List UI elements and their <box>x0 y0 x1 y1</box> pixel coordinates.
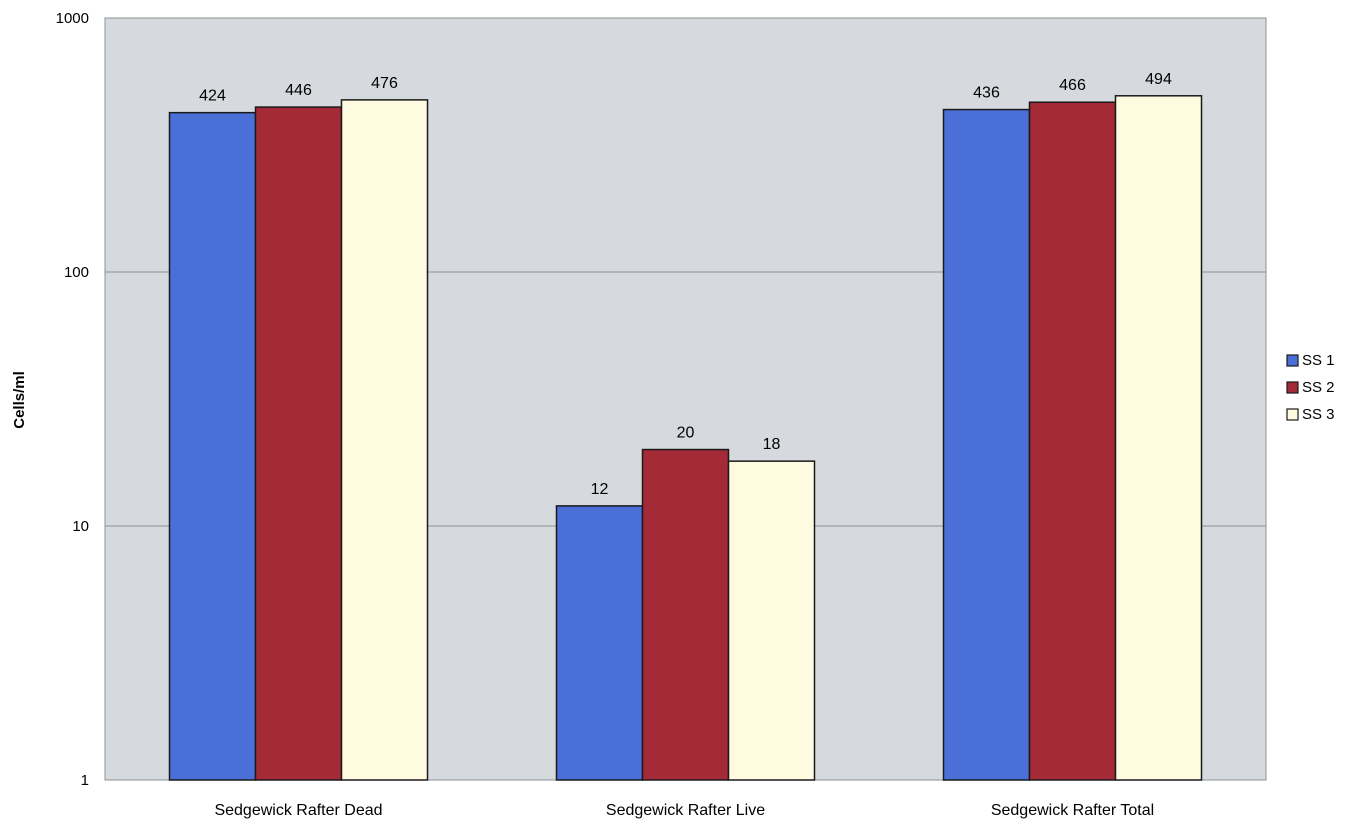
data-label: 18 <box>763 436 781 453</box>
data-label: 476 <box>371 75 398 92</box>
bar <box>168 111 257 781</box>
y-axis-title: Cells/ml <box>11 371 28 429</box>
y-tick-labels: 1 10 100 1000 <box>56 10 89 789</box>
bar <box>1114 95 1203 781</box>
data-label: 446 <box>285 82 312 99</box>
data-label: 436 <box>973 85 1000 102</box>
data-label: 20 <box>677 425 695 442</box>
bar <box>942 108 1031 781</box>
legend-label: SS 2 <box>1302 379 1335 396</box>
category-labels: Sedgewick Rafter Dead Sedgewick Rafter Li… <box>214 802 1154 819</box>
legend-label: SS 3 <box>1302 406 1335 423</box>
legend: SS 1 SS 2 SS 3 <box>1281 348 1361 433</box>
bar <box>727 460 816 781</box>
y-tick-label: 100 <box>64 264 89 281</box>
legend-swatch <box>1286 408 1299 421</box>
bar <box>641 448 730 781</box>
bar <box>555 505 644 781</box>
bar <box>1028 101 1117 781</box>
y-tick-label: 10 <box>72 518 89 535</box>
y-tick-label: 1 <box>81 772 89 789</box>
bars <box>168 95 1203 781</box>
bar <box>340 99 429 781</box>
data-label: 12 <box>591 481 609 498</box>
legend-swatch <box>1286 354 1299 367</box>
bar <box>254 106 343 781</box>
category-label: Sedgewick Rafter Live <box>606 802 765 819</box>
y-tick-label: 1000 <box>56 10 89 27</box>
data-labels: 424 446 476 12 20 18 436 466 494 <box>199 71 1172 498</box>
category-label: Sedgewick Rafter Dead <box>214 802 382 819</box>
data-label: 494 <box>1145 71 1172 88</box>
category-label: Sedgewick Rafter Total <box>991 802 1154 819</box>
legend-label: SS 1 <box>1302 352 1335 369</box>
data-label: 466 <box>1059 77 1086 94</box>
data-label: 424 <box>199 88 226 105</box>
legend-swatch <box>1286 381 1299 394</box>
